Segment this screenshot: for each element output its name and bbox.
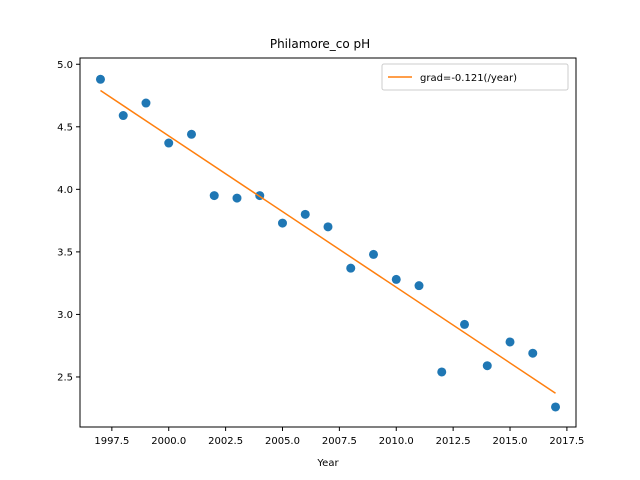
y-tick-label: 4.5: [57, 122, 73, 133]
data-point: [414, 281, 424, 291]
data-point: [186, 129, 196, 139]
y-tick-label: 4.0: [57, 185, 73, 196]
data-point: [391, 274, 401, 284]
y-tick-label: 2.5: [57, 372, 73, 383]
data-point: [164, 138, 174, 148]
y-tick-label: 5.0: [57, 60, 73, 71]
x-tick-label: 2005.0: [265, 436, 300, 447]
y-tick-label: 3.0: [57, 310, 73, 321]
data-point: [95, 74, 105, 84]
legend-box: [381, 63, 569, 91]
legend-label: grad=-0.121(/year): [420, 73, 517, 84]
x-tick-label: 2012.5: [436, 436, 471, 447]
data-point: [232, 193, 242, 203]
x-tick-label: 2000.0: [151, 436, 186, 447]
data-point: [369, 249, 379, 259]
data-point: [346, 263, 356, 273]
data-point: [209, 191, 219, 201]
axes-frame: [79, 57, 577, 428]
data-point: [118, 111, 128, 121]
data-point: [551, 402, 561, 412]
data-point: [300, 209, 310, 219]
x-tick-label: 2017.5: [549, 436, 584, 447]
x-tick-label: 2007.5: [322, 436, 357, 447]
data-point: [141, 98, 151, 108]
data-point: [482, 361, 492, 371]
data-point: [277, 218, 287, 228]
x-tick-label: 2015.0: [493, 436, 528, 447]
data-point: [437, 367, 447, 377]
x-tick-label: 2002.5: [208, 436, 243, 447]
x-tick-label: 1997.5: [94, 436, 129, 447]
data-point: [460, 319, 470, 329]
fit-line: [100, 89, 556, 394]
x-axis-label: Year: [316, 458, 339, 469]
data-point: [323, 222, 333, 232]
data-point: [528, 348, 538, 358]
plot-area: 1997.5 2000.0 2002.5 2005.0 2007.5 2010.0 2012…: [57, 57, 584, 447]
chart-title: Philamore_co pH: [270, 37, 370, 51]
y-tick-label: 3.5: [57, 247, 73, 258]
x-tick-label: 2010.0: [379, 436, 414, 447]
data-point: [505, 337, 515, 347]
